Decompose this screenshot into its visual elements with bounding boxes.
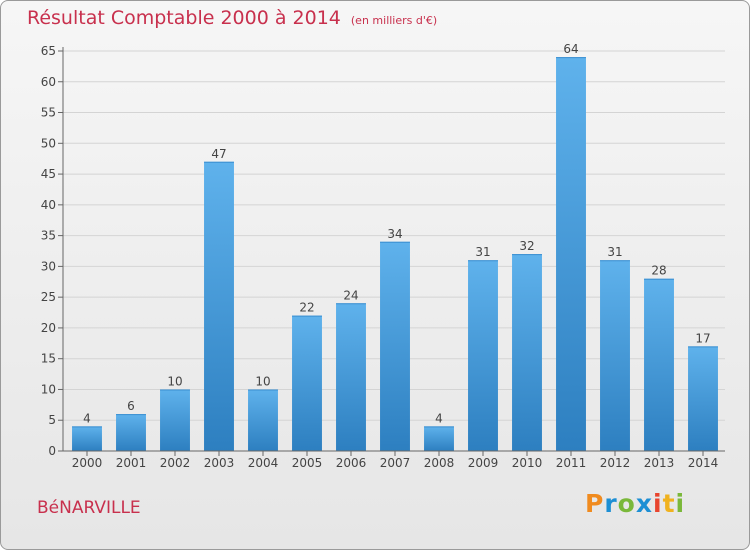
- y-tick-label: 15: [41, 352, 56, 366]
- chart-subtitle: (en milliers d'€): [350, 14, 438, 27]
- y-tick-label: 5: [48, 413, 56, 427]
- data-label: 6: [127, 399, 135, 413]
- y-tick-label: 20: [41, 321, 56, 335]
- y-tick-label: 65: [41, 44, 56, 58]
- x-tick-label: 2013: [644, 456, 675, 470]
- x-tick-label: 2006: [336, 456, 367, 470]
- y-tick-label: 10: [41, 382, 56, 396]
- y-tick-label: 55: [41, 106, 56, 120]
- y-tick-label: 30: [41, 259, 56, 273]
- x-tick-label: 2005: [292, 456, 323, 470]
- axes: 0 5 10 15 20 25 30 35 40 45 50 55 60 65 2000 2001 2002 20…: [41, 44, 725, 470]
- bar: [248, 389, 278, 451]
- data-label: 31: [475, 245, 490, 259]
- data-label: 4: [435, 411, 443, 425]
- bar: [380, 241, 410, 451]
- chart-title-text: Résultat Comptable 2000 à 2014: [27, 7, 341, 29]
- x-tick-label: 2012: [600, 456, 631, 470]
- y-tick-label: 40: [41, 198, 56, 212]
- x-tick-label: 2011: [556, 456, 587, 470]
- bar: [336, 303, 366, 451]
- x-tick-label: 2009: [468, 456, 499, 470]
- logo-letter: o: [617, 489, 636, 518]
- place-name: BéNARVILLE: [37, 498, 141, 518]
- bar: [468, 260, 498, 451]
- chart-title: Résultat Comptable 2000 à 2014 (en millie…: [27, 7, 437, 29]
- data-label: 31: [607, 245, 622, 259]
- data-label: 10: [167, 374, 182, 388]
- data-label: 47: [211, 147, 226, 161]
- bars: 4 6 10 47 10 22 24 34 4 31 32 64 31 28 17: [72, 42, 718, 452]
- y-tick-label: 50: [41, 136, 56, 150]
- x-tick-label: 2008: [424, 456, 455, 470]
- logo-letter: x: [635, 489, 653, 518]
- logo-letter: i: [653, 489, 663, 518]
- bar: [556, 57, 586, 452]
- x-tick-label: 2002: [160, 456, 191, 470]
- bar: [424, 426, 454, 451]
- data-label: 28: [651, 264, 666, 278]
- x-tick-label: 2007: [380, 456, 411, 470]
- proxiti-logo: Proxiti: [585, 489, 685, 518]
- y-tick-label: 45: [41, 167, 56, 181]
- x-tick-label: 2000: [72, 456, 103, 470]
- x-tick-label: 2001: [116, 456, 147, 470]
- x-tick-label: 2003: [204, 456, 235, 470]
- logo-letter: t: [662, 489, 676, 518]
- bar: [160, 389, 190, 451]
- y-tick-label: 0: [48, 444, 56, 458]
- data-label: 22: [299, 301, 314, 315]
- data-label: 34: [387, 227, 402, 241]
- x-tick-label: 2004: [248, 456, 279, 470]
- bar: [116, 414, 146, 451]
- y-tick-label: 25: [41, 290, 56, 304]
- bar: [292, 315, 322, 451]
- bar: [72, 426, 102, 451]
- bar: [644, 278, 674, 451]
- x-tick-label: 2014: [688, 456, 719, 470]
- x-tick-label: 2010: [512, 456, 543, 470]
- data-label: 64: [563, 42, 578, 56]
- logo-letter: r: [604, 489, 618, 518]
- bar: [600, 260, 630, 451]
- data-label: 32: [519, 239, 534, 253]
- bar: [204, 161, 234, 451]
- bar: [512, 254, 542, 451]
- bar: [688, 346, 718, 451]
- logo-letter: P: [585, 489, 605, 518]
- data-label: 24: [343, 288, 358, 302]
- y-tick-label: 35: [41, 229, 56, 243]
- logo-letter: i: [675, 489, 686, 518]
- y-tick-label: 60: [41, 75, 56, 89]
- data-label: 4: [83, 411, 91, 425]
- data-label: 10: [255, 374, 270, 388]
- data-label: 17: [695, 331, 710, 345]
